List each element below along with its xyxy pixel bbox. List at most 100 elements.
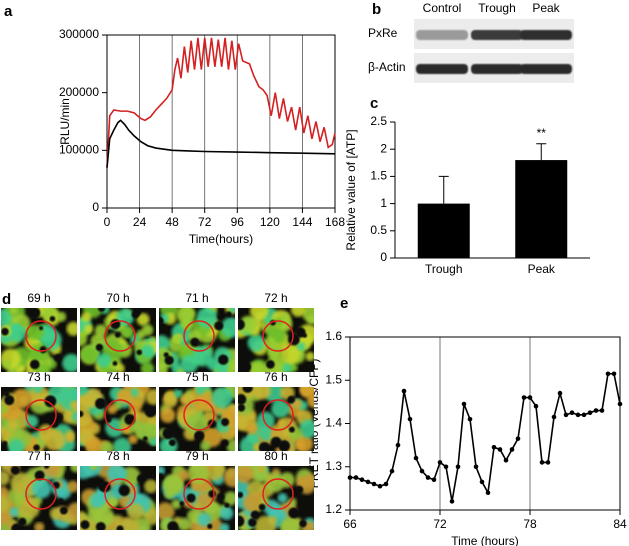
cell-blob	[112, 437, 132, 451]
x-tick-label: 78	[523, 517, 537, 531]
cell-blob	[100, 441, 114, 451]
x-tick-label: 66	[343, 517, 357, 531]
frame-image	[1, 387, 77, 451]
cell-blob	[179, 469, 190, 481]
dark-gap	[176, 387, 183, 390]
data-point	[587, 410, 593, 415]
cell-blob	[1, 308, 12, 327]
dark-gap	[133, 308, 142, 316]
roi-circle	[183, 399, 215, 431]
dark-gap	[80, 410, 84, 418]
cell-blob	[127, 503, 144, 521]
y-tick-label: 2	[380, 141, 387, 155]
cell-blob	[251, 362, 266, 372]
dark-gap	[49, 315, 56, 322]
panel-letter: b	[372, 1, 381, 18]
cell-blob	[145, 389, 156, 405]
cell-blob	[239, 315, 258, 334]
cell-blob	[49, 507, 62, 520]
dark-gap	[159, 473, 165, 481]
y-tick-label: 1.6	[325, 329, 342, 343]
cell-blob	[70, 400, 77, 411]
cell-blob	[256, 466, 267, 474]
cell-blob	[242, 492, 263, 513]
x-tick-label: 96	[231, 215, 245, 229]
cell-blob	[299, 419, 314, 439]
frame-label: 80 h	[264, 449, 287, 463]
cell-blob	[1, 470, 10, 486]
cell-blob	[67, 502, 77, 521]
cell-blob	[238, 466, 255, 484]
data-point	[365, 479, 371, 485]
dark-gap	[168, 439, 176, 447]
row-label: PxRe	[368, 26, 398, 40]
frame-label: 78 h	[106, 449, 129, 463]
data-point	[575, 412, 581, 418]
dark-gap	[208, 489, 217, 498]
x-tick-label: 48	[165, 215, 179, 229]
cell-blob	[249, 308, 269, 321]
roi-circle	[104, 320, 136, 352]
dark-gap	[207, 523, 213, 529]
data-point	[413, 455, 419, 461]
frame-image	[159, 466, 235, 530]
dark-gap	[101, 388, 106, 394]
x-tick-label: 144	[292, 215, 312, 229]
cell-blob	[34, 522, 45, 530]
dark-gap	[11, 523, 23, 530]
data-point	[467, 416, 473, 422]
cell-blob	[82, 466, 102, 477]
blot-band	[471, 64, 523, 74]
cell-blob	[141, 344, 155, 358]
data-point	[557, 390, 563, 396]
data-point	[431, 477, 437, 483]
dark-gap	[194, 431, 204, 442]
data-point	[527, 395, 533, 400]
roi-circle	[262, 478, 294, 510]
cell-blob	[115, 363, 125, 372]
data-point	[611, 371, 617, 377]
cell-blob	[228, 308, 235, 313]
dark-gap	[216, 492, 225, 501]
cell-blob	[149, 437, 156, 446]
dark-gap	[265, 359, 275, 369]
dark-gap	[221, 439, 229, 447]
lane-label: Peak	[532, 1, 560, 15]
y-tick-label: 1.2	[325, 502, 342, 516]
cell-blob	[107, 466, 126, 483]
x-tick-label: Peak	[528, 262, 556, 276]
cell-blob	[200, 440, 211, 451]
frame-image	[1, 466, 77, 530]
y-tick-label: 1.3	[325, 459, 342, 473]
dark-gap	[29, 359, 40, 370]
dark-gap	[224, 502, 230, 508]
cell-blob	[80, 387, 89, 396]
x-axis-label: Time (hours)	[451, 534, 519, 546]
row-label: β-Actin	[368, 60, 406, 74]
data-point	[515, 436, 521, 441]
cell-blob	[94, 507, 115, 527]
roi-circle	[183, 478, 215, 510]
cell-blob	[165, 475, 183, 493]
cell-blob	[120, 517, 140, 530]
data-point	[407, 416, 413, 422]
dark-gap	[34, 470, 45, 481]
data-point	[551, 414, 557, 420]
cell-blob	[226, 439, 235, 451]
dark-gap	[10, 466, 20, 475]
cell-blob	[295, 476, 308, 488]
y-tick-label: 200000	[59, 85, 99, 99]
cell-blob	[32, 387, 43, 393]
data-point	[533, 403, 539, 409]
cell-blob	[159, 466, 166, 476]
roi-circle	[104, 478, 136, 510]
dark-gap	[1, 327, 9, 336]
cell-blob	[42, 466, 61, 478]
dark-gap	[288, 507, 300, 519]
dark-gap	[238, 515, 245, 527]
data-point	[509, 447, 515, 452]
dark-gap	[238, 394, 247, 405]
blot-band	[416, 64, 468, 74]
dark-gap	[44, 395, 57, 408]
data-point	[389, 468, 395, 474]
